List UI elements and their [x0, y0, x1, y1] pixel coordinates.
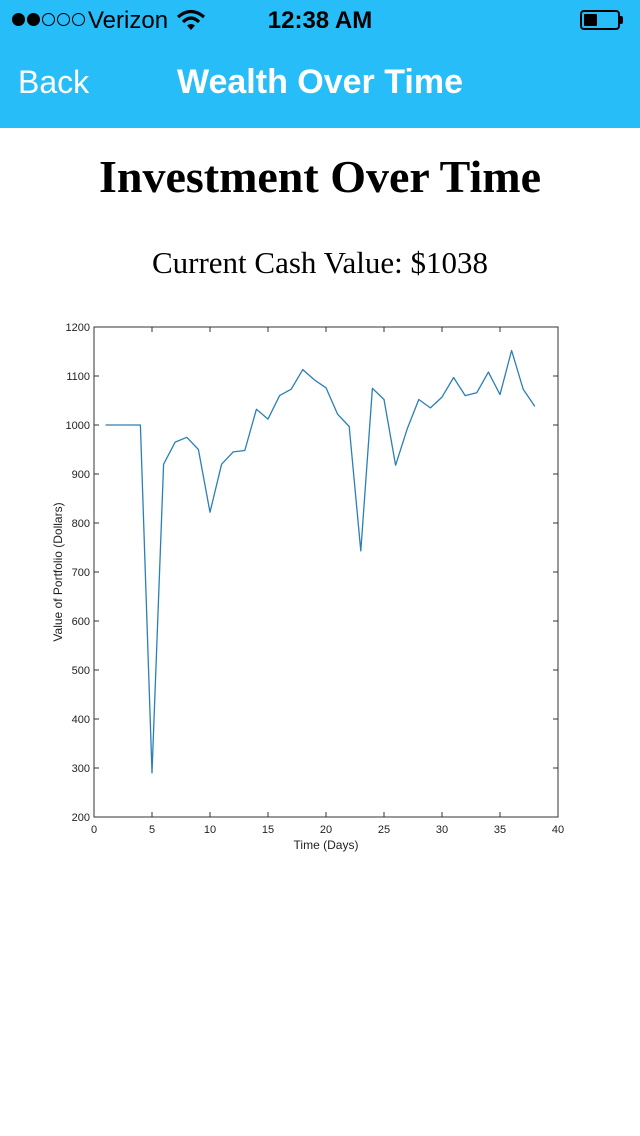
status-bar: Verizon 12:38 AM [0, 0, 640, 40]
y-axis-label: Value of Portfolio (Dollars) [51, 502, 65, 641]
x-tick-label: 40 [552, 824, 564, 836]
x-tick-label: 5 [149, 824, 155, 836]
x-tick-label: 35 [494, 824, 506, 836]
nav-bar: Verizon 12:38 AM Back Wealth Over Time [0, 0, 640, 128]
y-tick-label: 900 [72, 469, 90, 481]
y-tick-label: 500 [72, 665, 90, 677]
battery-icon [580, 10, 624, 30]
x-tick-label: 30 [436, 824, 448, 836]
nav-title-text: Wealth Over Time [177, 63, 463, 101]
x-tick-label: 10 [204, 824, 216, 836]
y-tick-label: 400 [72, 714, 90, 726]
y-tick-label: 600 [72, 616, 90, 628]
x-tick-label: 25 [378, 824, 390, 836]
y-tick-label: 1200 [66, 322, 90, 334]
x-axis-label: Time (Days) [294, 838, 359, 852]
plot-frame [94, 327, 558, 817]
y-tick-label: 300 [72, 763, 90, 775]
portfolio-value-line [106, 351, 535, 773]
nav-title: Wealth Over Time [0, 63, 640, 102]
y-tick-label: 700 [72, 567, 90, 579]
page-title: Investment Over Time [0, 150, 640, 203]
x-tick-label: 15 [262, 824, 274, 836]
cash-value-label: Current Cash Value: $1038 [0, 245, 640, 281]
y-tick-label: 1000 [66, 420, 90, 432]
y-tick-label: 200 [72, 812, 90, 824]
y-tick-label: 1100 [66, 371, 90, 383]
y-tick-label: 800 [72, 518, 90, 530]
x-tick-label: 20 [320, 824, 332, 836]
status-time: 12:38 AM [0, 7, 640, 35]
portfolio-line-chart: 0 5 10 15 20 25 30 35 40 200 300 400 500 600 700 800 900… [40, 310, 580, 870]
x-tick-label: 0 [91, 824, 97, 836]
